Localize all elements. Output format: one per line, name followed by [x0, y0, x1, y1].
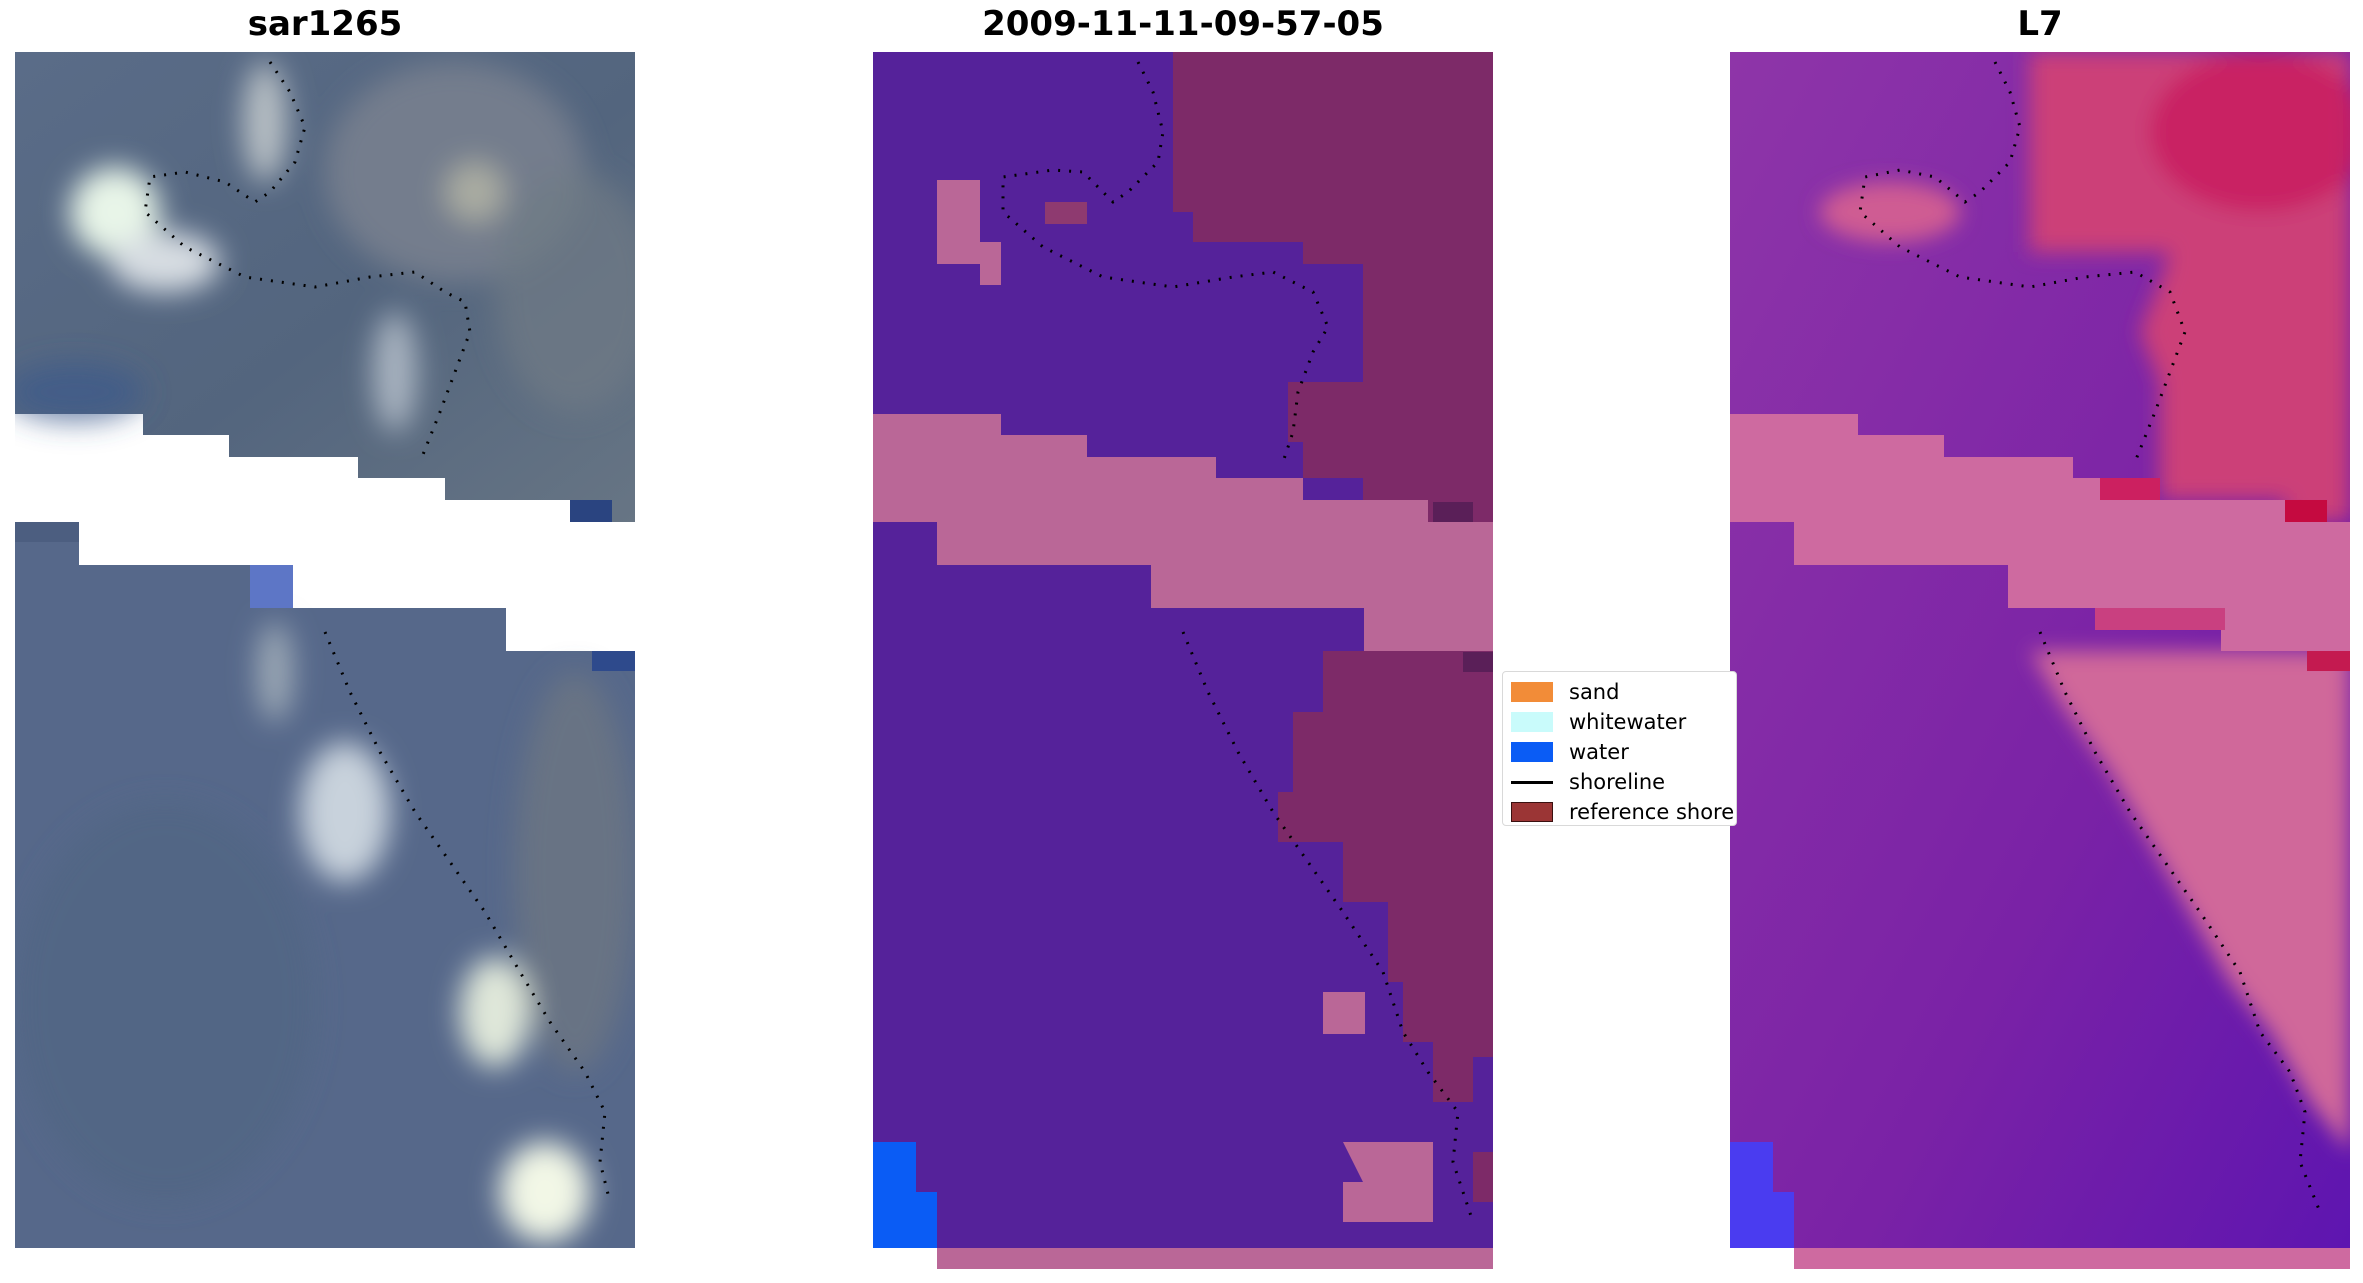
class-land-region: [1173, 52, 1493, 1202]
class-water-class: [873, 1142, 937, 1248]
legend-item-sand: sand: [1511, 677, 1619, 707]
legend-item-reference-shoreline: reference shoreline: [1511, 797, 1736, 825]
class-small-patches: [937, 180, 1493, 1222]
legend-label-reference-shoreline: reference shoreline: [1569, 800, 1736, 824]
panel-title-index: L7: [2017, 4, 2063, 44]
legend-swatch-whitewater: [1511, 712, 1553, 732]
legend-swatch-shoreline: [1511, 780, 1553, 784]
panel-title-classification: 2009-11-11-09-57-05: [982, 4, 1384, 44]
index-land-region: [1820, 52, 2350, 1152]
index-image-panel: [1730, 52, 2350, 1269]
legend-swatch-reference-shoreline: [1511, 802, 1553, 822]
rgb-image-panel: [15, 52, 635, 1248]
legend-item-water: water: [1511, 737, 1629, 767]
class-transition-band: [873, 414, 1493, 1269]
legend-label-water: water: [1569, 740, 1629, 764]
legend-swatch-water: [1511, 742, 1553, 762]
panel-title-rgb: sar1265: [247, 4, 403, 44]
legend-item-shoreline: shoreline: [1511, 767, 1665, 797]
rgb-lower-tile: [15, 522, 635, 1248]
legend-label-shoreline: shoreline: [1569, 770, 1666, 794]
legend-item-whitewater: whitewater: [1511, 707, 1686, 737]
index-blue-class: [1730, 1142, 1794, 1248]
index-transition-band: [1730, 414, 2350, 1269]
rgb-upper-tile: [15, 52, 635, 522]
legend-label-whitewater: whitewater: [1569, 710, 1687, 734]
legend-label-sand: sand: [1569, 680, 1620, 704]
classification-map-panel: [873, 52, 1493, 1269]
legend: sand whitewater water shoreline referenc…: [1502, 671, 1737, 826]
legend-swatch-sand: [1511, 682, 1553, 702]
